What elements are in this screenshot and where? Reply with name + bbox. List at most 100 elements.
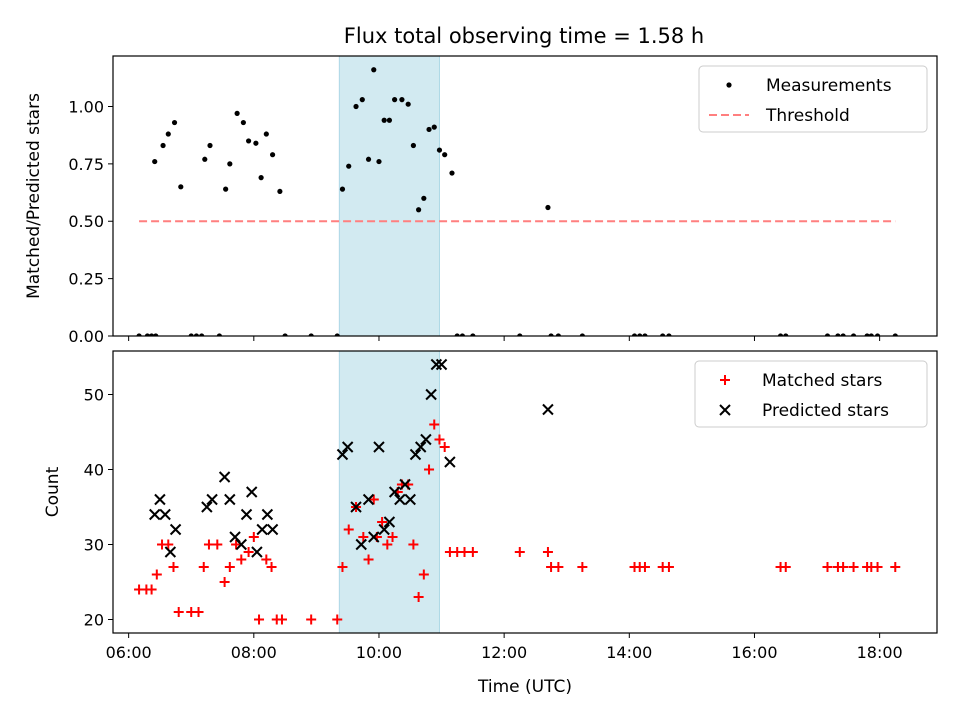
matched-star-point <box>424 464 435 475</box>
legend-matched-swatch <box>720 375 730 385</box>
measurement-point <box>346 163 352 169</box>
y-tick-label: 20 <box>84 611 104 630</box>
matched-star-point <box>343 524 354 535</box>
matched-star-point <box>514 547 525 557</box>
predicted-star-point <box>149 508 161 521</box>
plot-area <box>136 56 898 336</box>
x-tick-label: 06:00 <box>106 643 152 662</box>
series-measurements <box>136 67 898 336</box>
top-panel: 0.00 0.25 0.50 0.75 1.00 Matched/Predicted st… <box>24 55 938 346</box>
matched-star-point <box>663 562 674 572</box>
matched-star-point <box>413 592 424 602</box>
matched-star-point <box>459 547 470 557</box>
predicted-star-point <box>444 456 456 468</box>
measurement-point <box>160 142 166 149</box>
predicted-star-point <box>378 523 390 536</box>
predicted-star-point <box>435 358 448 371</box>
measurement-point <box>864 333 870 336</box>
measurement-point <box>308 333 314 336</box>
measurement-point <box>165 131 171 137</box>
matched-star-point <box>231 539 242 550</box>
x-tick-label: 14:00 <box>606 643 652 662</box>
legend: Matched stars Predicted stars <box>694 360 928 428</box>
matched-star-point <box>212 539 223 550</box>
x-tick-label: 18:00 <box>857 643 903 662</box>
measurement-point <box>631 333 638 336</box>
measurement-point <box>405 101 411 107</box>
measurement-point <box>410 142 416 149</box>
matched-star-point <box>243 547 254 557</box>
predicted-star-point <box>336 448 349 461</box>
legend-label: Predicted stars <box>762 401 889 421</box>
predicted-star-point <box>256 523 268 536</box>
measurement-point <box>868 333 874 336</box>
predicted-star-point <box>224 493 236 506</box>
matched-star-point <box>266 562 277 572</box>
predicted-star-point <box>206 493 218 506</box>
predicted-star-point <box>404 493 416 506</box>
measurement-point <box>637 333 643 336</box>
matched-star-point <box>276 614 287 625</box>
y-axis-label: Matched/Predicted stars <box>24 93 44 299</box>
y-tick-label: 0.25 <box>68 270 104 289</box>
matched-star-point <box>363 554 374 565</box>
matched-star-point <box>151 569 162 580</box>
predicted-star-point <box>409 448 422 461</box>
measurement-point <box>277 188 283 195</box>
matched-star-point <box>780 562 791 572</box>
matched-star-point <box>224 562 235 572</box>
measurement-point <box>282 333 288 336</box>
measurement-point <box>783 333 789 336</box>
matched-star-point <box>848 562 859 572</box>
matched-star-point <box>387 532 398 542</box>
y-axis-label: Count <box>43 466 63 517</box>
predicted-star-point <box>246 486 258 498</box>
matched-star-point <box>193 607 204 617</box>
matched-star-point <box>377 517 388 527</box>
legend: Measurements Threshold <box>698 65 928 133</box>
chart-title: Flux total observing time = 1.58 h <box>344 24 704 48</box>
measurement-point <box>188 333 194 336</box>
series-matched-stars <box>134 419 901 625</box>
matched-star-point <box>368 494 379 505</box>
predicted-star-point <box>218 471 231 483</box>
measurement-point <box>840 333 846 336</box>
measurement-point <box>365 156 372 162</box>
predicted-star-point <box>355 538 367 551</box>
predicted-star-point <box>383 516 396 528</box>
matched-star-point <box>173 607 184 617</box>
predicted-star-point <box>430 358 443 371</box>
matched-star-point <box>254 614 265 625</box>
predicted-star-point <box>420 433 432 446</box>
matched-star-point <box>639 562 650 572</box>
predicted-star-point <box>169 523 182 536</box>
y-tick-label: 0.00 <box>68 327 104 346</box>
measurement-point <box>202 156 208 162</box>
matched-star-point <box>382 539 393 550</box>
observing-window-span <box>338 351 440 633</box>
predicted-star-point <box>341 441 354 453</box>
measurement-point <box>144 333 151 336</box>
measurement-point <box>421 195 427 201</box>
matched-star-point <box>890 562 901 572</box>
matched-star-point <box>429 419 440 430</box>
measurement-point <box>666 333 672 336</box>
predicted-star-point <box>388 486 401 498</box>
measurement-point <box>334 333 340 336</box>
x-tick-label: 16:00 <box>731 643 777 662</box>
legend-label: Threshold <box>765 106 850 126</box>
matched-star-point <box>542 547 553 557</box>
measurement-point <box>431 124 437 130</box>
legend-predicted-swatch <box>719 404 731 416</box>
matched-star-point <box>198 562 209 572</box>
measurement-point <box>850 333 857 336</box>
y-tick-label: 30 <box>84 536 104 555</box>
matched-star-point <box>219 577 230 587</box>
predicted-star-point <box>425 388 437 401</box>
measurement-point <box>199 333 205 336</box>
matched-star-point <box>838 562 849 572</box>
predicted-star-point <box>154 493 166 506</box>
predicted-star-point <box>235 538 248 551</box>
predicted-star-point <box>373 441 385 453</box>
